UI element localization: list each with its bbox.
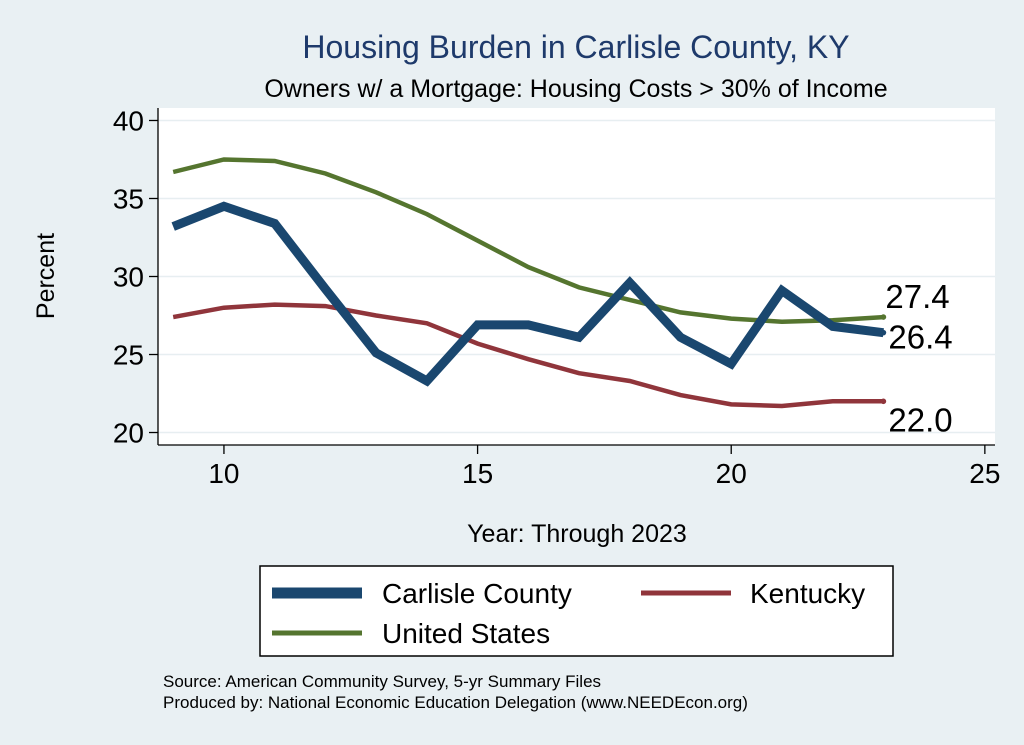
end-label-carlisle-county: 26.4: [888, 319, 952, 356]
end-marker-kentucky: [880, 398, 887, 405]
legend: Carlisle County Kentucky United States: [259, 565, 894, 657]
chart-subtitle: Owners w/ a Mortgage: Housing Costs > 30…: [264, 75, 887, 103]
axes: 20 25 30 35 40 10 15 20 25: [113, 105, 1001, 489]
x-tick-label-10: 10: [208, 458, 239, 489]
gridlines: [158, 119, 995, 434]
end-marker-carlisle-county: [880, 329, 887, 336]
end-marker-united-states: [880, 314, 887, 320]
series-line-carlisle-county: [171, 201, 884, 387]
y-tick-label-35: 35: [113, 183, 144, 214]
legend-label-kentucky: Kentucky: [750, 578, 865, 609]
legend-label-united-states: United States: [382, 618, 550, 649]
series-line-kentucky: [172, 302, 884, 409]
x-axis-label: Year: Through 2023: [467, 520, 687, 548]
series-lines: [171, 157, 887, 409]
y-tick-label-25: 25: [113, 340, 144, 371]
legend-label-carlisle-county: Carlisle County: [382, 578, 572, 609]
x-tick-label-25: 25: [969, 458, 1000, 489]
end-label-united-states: 27.4: [885, 278, 949, 315]
chart-title: Housing Burden in Carlisle County, KY: [302, 29, 849, 65]
producer-note: Produced by: National Economic Education…: [163, 693, 748, 712]
end-labels: 26.4 22.0 27.4: [885, 278, 952, 438]
y-tick-label-20: 20: [113, 418, 144, 449]
x-tick-label-20: 20: [716, 458, 747, 489]
y-tick-label-40: 40: [113, 105, 144, 136]
legend-box: [259, 565, 894, 657]
source-note: Source: American Community Survey, 5-yr …: [163, 672, 601, 691]
x-tick-label-15: 15: [462, 458, 493, 489]
y-tick-label-30: 30: [113, 262, 144, 293]
y-axis-label: Percent: [32, 233, 60, 319]
end-label-kentucky: 22.0: [888, 401, 952, 438]
